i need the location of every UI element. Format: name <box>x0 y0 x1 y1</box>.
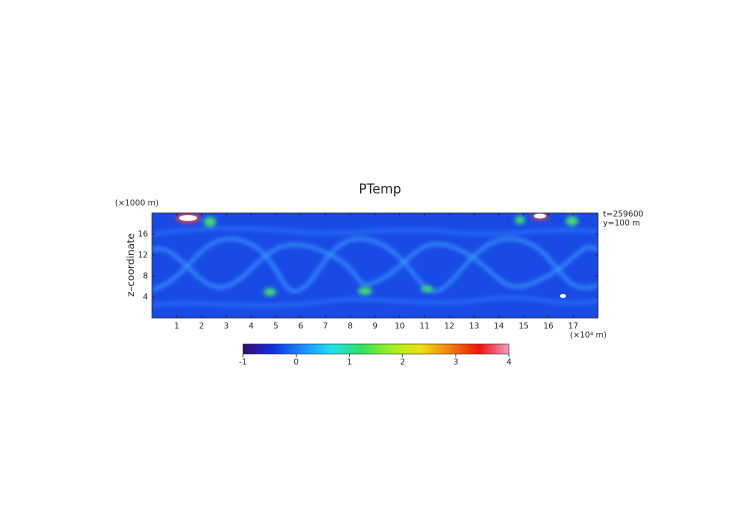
x-tick-label: 4 <box>249 322 254 331</box>
x-tick-label: 10 <box>395 322 405 331</box>
x-tick-label: 2 <box>199 322 204 331</box>
colorbar-tick-label: 1 <box>347 358 352 367</box>
x-tick-label: 7 <box>323 322 328 331</box>
y-tick-label: 16 <box>138 230 148 239</box>
colorbar-tick-label: 0 <box>294 358 299 367</box>
colorbar-tick-label: -1 <box>239 358 247 367</box>
x-tick-label: 11 <box>419 322 429 331</box>
field-spot <box>179 215 197 221</box>
x-tick-label: 14 <box>494 322 504 331</box>
field-spot <box>534 213 546 219</box>
x-tick-label: 1 <box>174 322 179 331</box>
field-structures <box>152 226 598 307</box>
x-unit: (×10⁴ m) <box>570 331 607 340</box>
colorbar-tick-label: 4 <box>506 358 511 367</box>
y-tick-label: 12 <box>138 251 148 260</box>
x-tick-label: 12 <box>444 322 454 331</box>
x-tick-label: 6 <box>298 322 303 331</box>
y-axis-label: z–coordinate <box>126 233 137 297</box>
x-tick-label: 9 <box>372 322 377 331</box>
x-tick-label: 17 <box>568 322 578 331</box>
colorbar-tick-label: 3 <box>453 358 458 367</box>
x-tick-label: 8 <box>348 322 353 331</box>
field <box>152 213 598 318</box>
x-tick-label: 15 <box>519 322 529 331</box>
chart-title: PTemp <box>359 183 402 198</box>
annotation: t=259600 <box>603 210 643 219</box>
x-tick-label: 5 <box>273 322 278 331</box>
colorbar-tick-label: 2 <box>400 358 405 367</box>
x-tick-label: 16 <box>543 322 553 331</box>
y-unit: (×1000 m) <box>115 199 159 208</box>
y-tick-label: 8 <box>143 272 148 281</box>
colorbar <box>242 343 510 355</box>
x-tick-label: 13 <box>469 322 479 331</box>
y-tick-label: 4 <box>143 293 148 302</box>
field-highlights <box>176 213 578 296</box>
x-tick-label: 3 <box>224 322 229 331</box>
annotation: y=100 m <box>603 219 640 228</box>
field-spot <box>560 294 566 298</box>
